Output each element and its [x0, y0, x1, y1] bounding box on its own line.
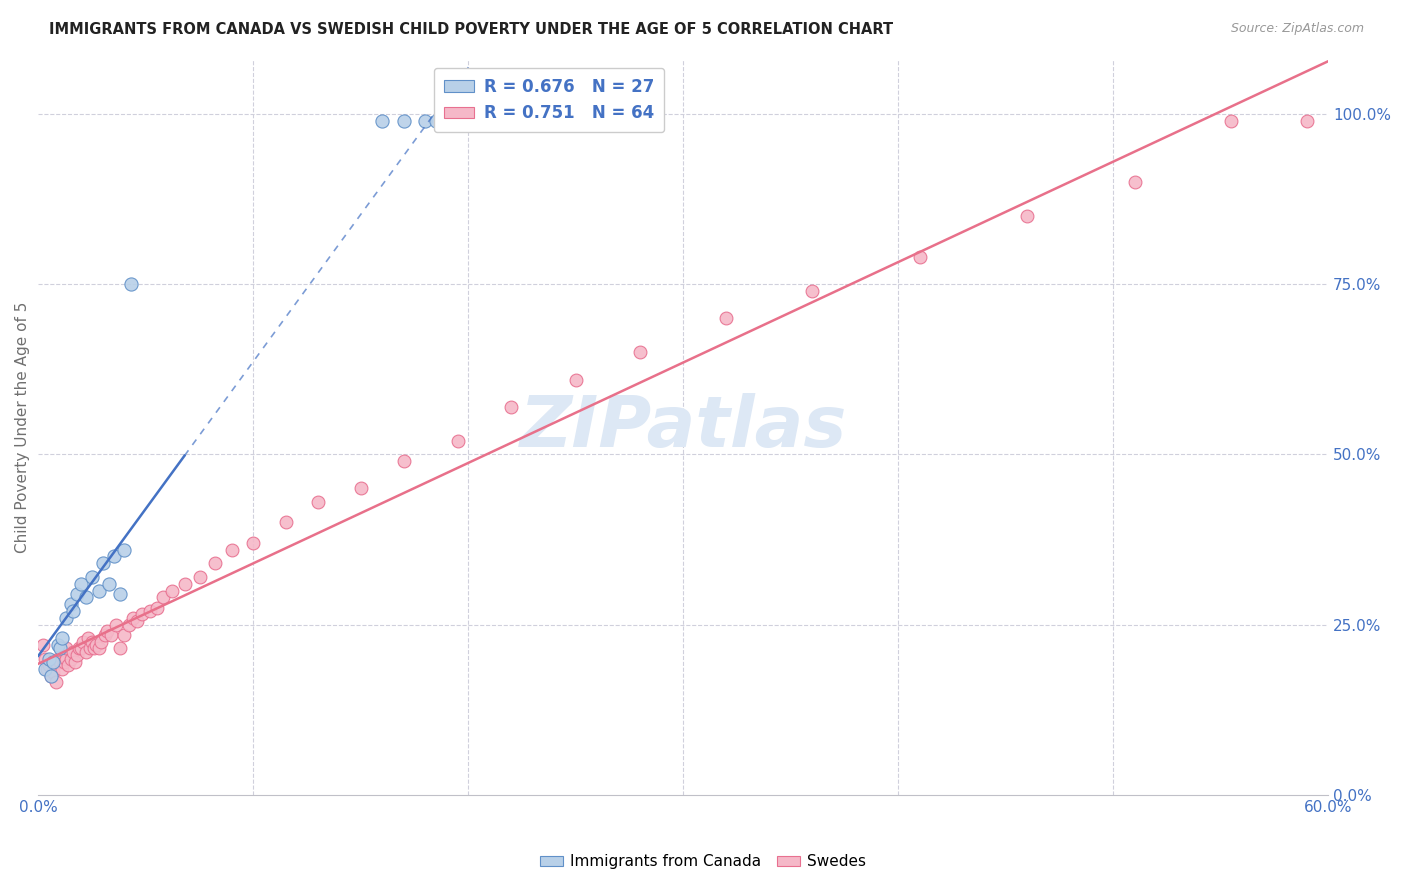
Point [96, 624, 118, 639]
Point [55, 641, 77, 656]
Point [76, 631, 98, 645]
Point [131, 607, 153, 622]
Text: ZIPatlas: ZIPatlas [520, 392, 846, 462]
Point [392, 454, 415, 468]
Point [79, 641, 101, 656]
Point [42, 665, 65, 680]
Point [204, 556, 226, 570]
Point [139, 604, 162, 618]
Point [94, 628, 117, 642]
Point [44, 655, 66, 669]
Text: IMMIGRANTS FROM CANADA VS SWEDISH CHILD POVERTY UNDER THE AGE OF 5 CORRELATION C: IMMIGRANTS FROM CANADA VS SWEDISH CHILD … [49, 22, 893, 37]
Point [86, 638, 108, 652]
Point [628, 345, 651, 359]
Point [35, 662, 58, 676]
Point [66, 587, 89, 601]
Point [39, 668, 62, 682]
Point [53, 655, 76, 669]
Point [1295, 113, 1317, 128]
Point [90, 634, 112, 648]
Point [55, 611, 77, 625]
Point [98, 576, 121, 591]
Point [716, 311, 738, 326]
Point [75, 645, 97, 659]
Point [87, 583, 110, 598]
Point [152, 591, 174, 605]
Point [62, 645, 84, 659]
Point [51, 631, 73, 645]
Point [51, 662, 73, 676]
Point [160, 583, 183, 598]
Point [44, 675, 66, 690]
Point [446, 113, 468, 128]
Point [34, 662, 56, 676]
Point [108, 587, 131, 601]
Point [112, 542, 135, 557]
Point [58, 658, 80, 673]
Point [117, 617, 139, 632]
Text: Source: ZipAtlas.com: Source: ZipAtlas.com [1230, 22, 1364, 36]
Point [75, 591, 97, 605]
Point [392, 113, 415, 128]
Point [127, 614, 149, 628]
Point [49, 641, 72, 656]
Point [413, 113, 436, 128]
Point [1017, 209, 1039, 223]
Point [70, 576, 93, 591]
Point [55, 651, 77, 665]
Point [87, 641, 110, 656]
Point [307, 495, 329, 509]
Point [34, 651, 56, 665]
Point [80, 570, 103, 584]
Point [122, 611, 145, 625]
Point [59, 597, 82, 611]
Y-axis label: Child Poverty Under the Age of 5: Child Poverty Under the Age of 5 [15, 301, 30, 553]
Point [425, 113, 447, 128]
Point [59, 651, 82, 665]
Point [104, 617, 127, 632]
Point [112, 628, 135, 642]
Point [242, 536, 264, 550]
Point [120, 277, 142, 292]
Point [446, 434, 468, 448]
Point [72, 634, 94, 648]
Point [91, 556, 114, 570]
Point [221, 542, 243, 557]
Point [42, 655, 65, 669]
Point [46, 638, 69, 652]
Point [145, 600, 167, 615]
Point [564, 372, 586, 386]
Point [38, 658, 60, 673]
Point [38, 651, 60, 665]
Point [468, 113, 491, 128]
Point [188, 570, 211, 584]
Point [173, 576, 195, 591]
Point [31, 638, 53, 652]
Point [80, 634, 103, 648]
Point [62, 604, 84, 618]
Point [501, 400, 523, 414]
Point [350, 482, 373, 496]
Legend: R = 0.676   N = 27, R = 0.751   N = 64: R = 0.676 N = 27, R = 0.751 N = 64 [433, 68, 664, 132]
Point [49, 655, 72, 669]
Point [108, 641, 131, 656]
Point [46, 651, 69, 665]
Legend: Immigrants from Canada, Swedes: Immigrants from Canada, Swedes [534, 848, 872, 875]
Point [371, 113, 394, 128]
Point [100, 628, 122, 642]
Point [908, 250, 931, 264]
Point [70, 641, 93, 656]
Point [1123, 175, 1146, 189]
Point [66, 648, 89, 662]
Point [801, 284, 824, 298]
Point [274, 516, 297, 530]
Point [39, 668, 62, 682]
Point [103, 549, 125, 564]
Point [63, 655, 86, 669]
Point [1220, 113, 1243, 128]
Point [67, 641, 90, 656]
Point [83, 641, 105, 656]
